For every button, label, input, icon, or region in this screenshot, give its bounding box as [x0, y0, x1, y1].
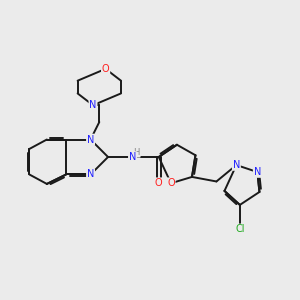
Text: Cl: Cl: [235, 224, 244, 234]
Text: H: H: [134, 148, 140, 157]
Text: O: O: [155, 178, 163, 188]
Text: N: N: [87, 169, 94, 179]
Text: N: N: [254, 167, 261, 177]
Text: N: N: [233, 160, 240, 170]
Text: N: N: [87, 134, 94, 145]
Text: N: N: [89, 100, 97, 110]
Text: N: N: [129, 152, 136, 162]
Text: O: O: [102, 64, 110, 74]
Text: O: O: [167, 178, 175, 188]
